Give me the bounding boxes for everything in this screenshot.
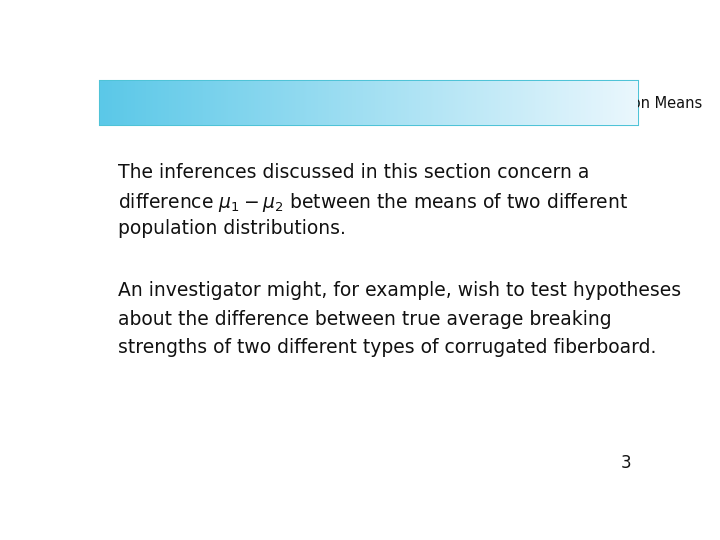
Text: about the difference between true average breaking: about the difference between true averag… xyxy=(118,309,611,328)
Text: An investigator might, for example, wish to test hypotheses: An investigator might, for example, wish… xyxy=(118,281,681,300)
Text: population distributions.: population distributions. xyxy=(118,219,346,238)
Text: z Tests and Confidence Intervals for a Difference Between Two Population Means: z Tests and Confidence Intervals for a D… xyxy=(112,96,703,111)
Text: strengths of two different types of corrugated fiberboard.: strengths of two different types of corr… xyxy=(118,338,656,357)
Text: 3: 3 xyxy=(621,454,631,472)
Bar xyxy=(100,82,107,125)
Text: difference $\mu_1 - \mu_2$ between the means of two different: difference $\mu_1 - \mu_2$ between the m… xyxy=(118,191,628,214)
Text: The inferences discussed in this section concern a: The inferences discussed in this section… xyxy=(118,163,589,181)
